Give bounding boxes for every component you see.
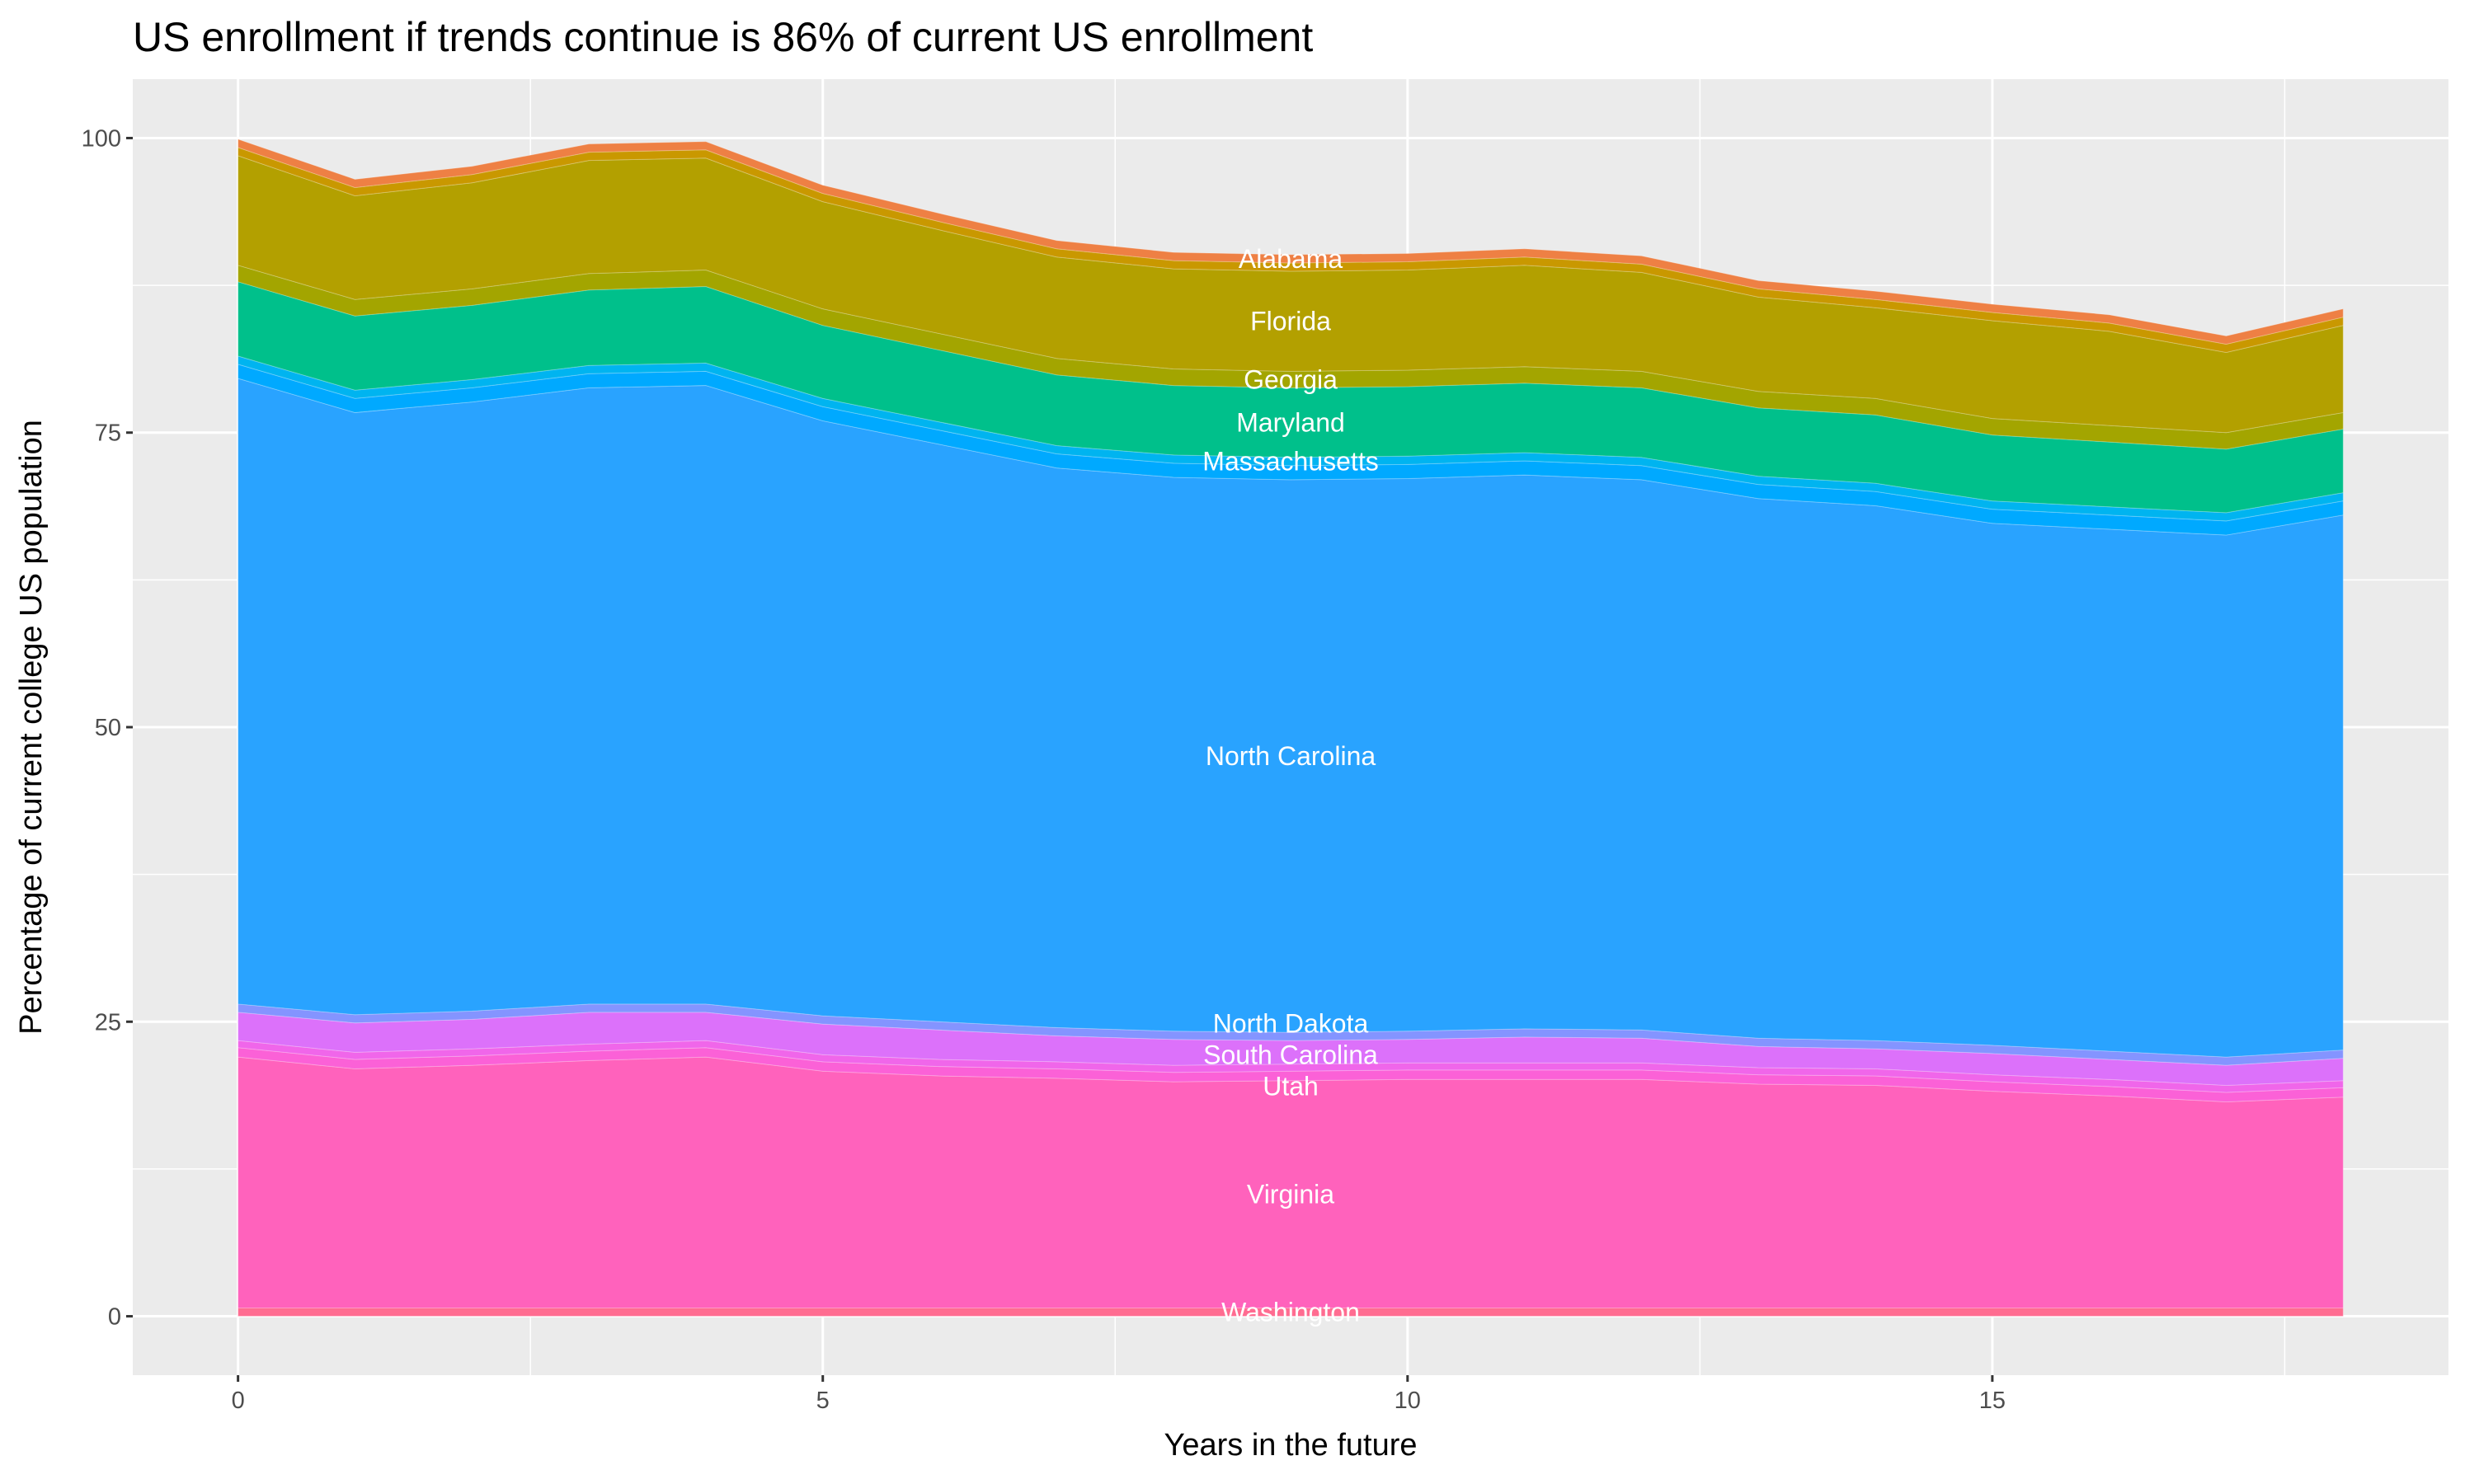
series-label: North Carolina (1206, 741, 1376, 771)
series-label: Washington (1221, 1298, 1360, 1327)
x-tick-label: 0 (232, 1388, 245, 1414)
series-label: Florida (1250, 307, 1331, 336)
series-label: Virginia (1247, 1180, 1334, 1209)
x-tick-label: 10 (1395, 1388, 1421, 1414)
series-label: Utah (1263, 1072, 1319, 1101)
x-tick-label: 15 (1979, 1388, 2006, 1414)
series-label: Georgia (1244, 364, 1338, 394)
series-label: North Dakota (1213, 1009, 1369, 1039)
series-label: Maryland (1236, 408, 1345, 438)
area-alabama (238, 139, 2344, 345)
series-label: Massachusetts (1202, 447, 1378, 477)
axes: 0 5 10 15 0 25 50 75 100 (82, 125, 2006, 1414)
x-axis-title: Years in the future (1164, 1428, 1417, 1463)
y-axis-title: Percentage of current college US populat… (14, 420, 49, 1035)
y-tick-label: 25 (95, 1009, 121, 1036)
y-tick-label: 50 (95, 715, 121, 741)
y-tick-label: 75 (95, 420, 121, 447)
series-label: South Carolina (1203, 1040, 1378, 1070)
series-label: Alabama (1239, 244, 1343, 274)
y-tick-label: 100 (82, 125, 121, 152)
x-tick-label: 5 (816, 1388, 830, 1414)
chart-title: US enrollment if trends continue is 86% … (133, 14, 1313, 60)
area-layers (238, 139, 2344, 1317)
area-south-carolina (238, 1012, 2344, 1086)
area-utah (238, 1047, 2344, 1102)
area-georgia (238, 265, 2344, 450)
y-tick-label: 0 (108, 1304, 121, 1331)
